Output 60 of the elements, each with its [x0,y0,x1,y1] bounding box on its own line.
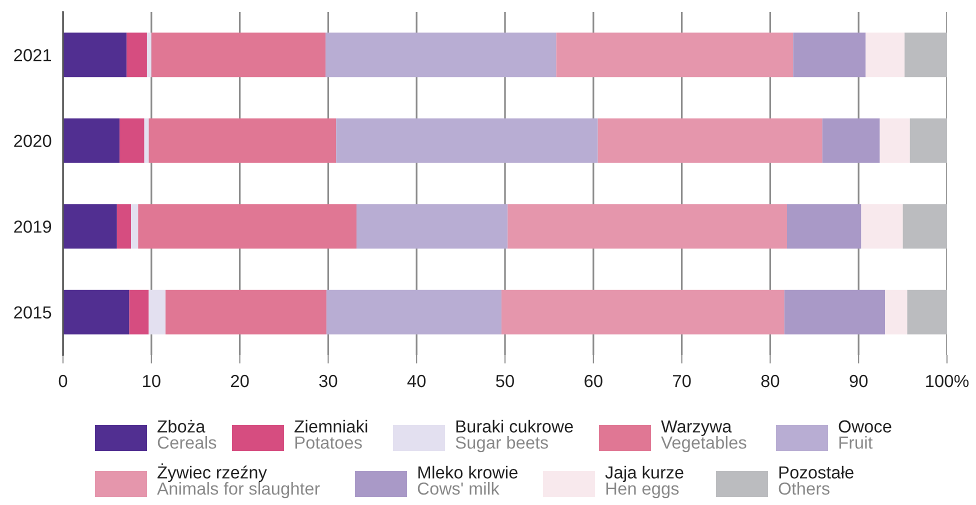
bar [793,32,866,78]
bar [910,118,947,163]
x-tick-label: 50 [496,374,514,388]
legend-label: Owoce Fruit [838,420,892,449]
bar [151,32,326,78]
legend-label: Warzywa Vegetables [661,420,746,452]
bar [148,118,336,163]
x-tick-label: 60 [584,374,602,388]
bar [146,32,152,78]
bar [148,290,166,334]
bar [784,290,886,334]
y-tick-label: 2019 [14,220,52,233]
bar [822,118,880,163]
bar [866,32,905,78]
x-tick-label: 90 [850,374,868,388]
bar [120,118,144,163]
bar [786,204,862,249]
bar [63,32,127,78]
y-tick-label: 2021 [14,49,52,62]
legend-label: Ziemniaki Potatoes [294,420,368,449]
legend-label: Żywiec rzeźny Animals for slaughter [157,463,320,498]
x-tick-label: 20 [231,374,249,388]
x-tick-label: 0 [58,374,68,388]
x-tick-label: 10 [143,374,160,388]
legend-label: Buraki cukrowe Sugar beets [456,420,573,452]
y-tick-label: 2020 [14,134,52,148]
legend-label: Jaja kurze Hen eggs [605,466,684,498]
bar [508,204,787,249]
bar [63,204,117,249]
x-tick-label: 80 [761,374,780,388]
bar [116,204,132,249]
legend-label: Zboża Cereals [158,420,216,449]
bar [880,118,910,163]
bar [598,118,822,163]
bar [63,290,130,334]
x-tick-label: 100% [926,374,969,388]
x-tick-label: 40 [407,374,426,388]
bar [904,32,947,78]
x-tick-label: 70 [673,374,691,388]
x-tick-label: 30 [319,374,338,388]
bar [166,290,326,334]
bar [63,118,120,163]
bar [326,32,556,78]
bar [129,290,149,334]
bar [501,290,784,334]
bar [556,32,794,78]
bar [326,290,502,334]
bar [861,204,903,249]
bar [907,290,947,334]
legend-label: Mleko krowie Cows' milk [418,466,518,495]
bar [126,32,147,78]
legend-label: Pozostałe Others [778,466,854,495]
bar [885,290,908,334]
bar [131,204,138,249]
bar [144,118,149,163]
y-tick-label: 2015 [14,306,52,319]
bar [138,204,356,249]
bar [356,204,508,249]
bar [336,118,598,163]
bar [902,204,947,249]
